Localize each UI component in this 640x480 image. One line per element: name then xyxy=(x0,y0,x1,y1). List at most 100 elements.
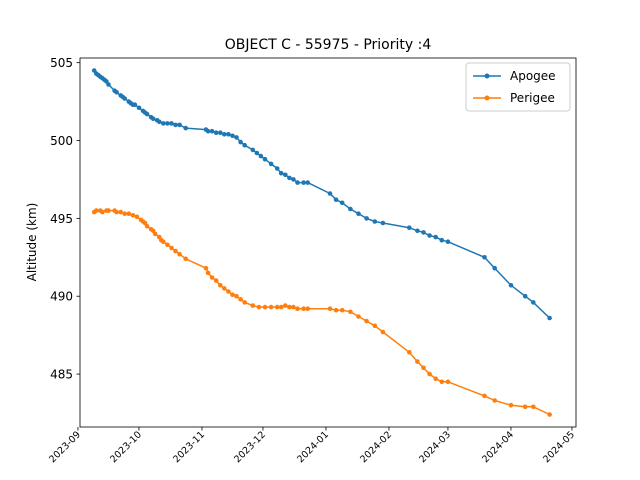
data-point-apogee xyxy=(173,122,178,128)
data-point-perigee xyxy=(348,309,353,315)
data-point-perigee xyxy=(218,283,223,288)
data-point-apogee xyxy=(209,128,215,134)
data-point-apogee xyxy=(205,128,211,134)
data-point-perigee xyxy=(295,306,300,312)
data-point-perigee xyxy=(380,329,386,335)
data-point-apogee xyxy=(183,125,188,131)
data-point-perigee xyxy=(173,248,178,254)
data-point-apogee xyxy=(157,119,162,125)
data-point-apogee xyxy=(161,121,166,126)
data-point-perigee xyxy=(305,306,311,312)
data-point-perigee xyxy=(134,214,140,220)
data-point-apogee xyxy=(230,133,235,139)
data-point-apogee xyxy=(222,132,227,137)
data-point-apogee xyxy=(150,116,156,121)
data-point-apogee xyxy=(136,105,142,111)
data-point-apogee xyxy=(415,228,420,234)
legend-box xyxy=(465,62,571,112)
data-point-perigee xyxy=(278,304,284,310)
data-point-apogee xyxy=(218,130,223,135)
data-point-perigee xyxy=(238,297,243,302)
data-point-apogee xyxy=(258,153,264,159)
data-point-apogee xyxy=(238,139,243,145)
data-point-perigee xyxy=(433,376,439,382)
chart-title: OBJECT C - 55975 - Priority :4 xyxy=(225,37,432,53)
data-point-apogee xyxy=(226,132,231,137)
data-point-perigee xyxy=(287,304,292,310)
data-point-perigee xyxy=(234,293,239,299)
data-point-apogee xyxy=(234,135,239,140)
data-point-perigee xyxy=(209,275,215,280)
data-point-apogee xyxy=(213,130,219,135)
data-point-perigee xyxy=(531,404,536,410)
data-point-perigee xyxy=(482,393,487,399)
data-point-apogee xyxy=(439,237,445,243)
data-point-apogee xyxy=(177,122,182,128)
data-point-perigee xyxy=(130,213,136,218)
data-point-apogee xyxy=(508,283,514,288)
data-point-perigee xyxy=(230,292,235,298)
data-point-apogee xyxy=(421,230,426,235)
data-point-perigee xyxy=(114,209,119,215)
data-point-apogee xyxy=(242,142,247,148)
data-point-perigee xyxy=(339,307,345,313)
data-point-apogee xyxy=(254,150,260,156)
data-point-perigee xyxy=(427,371,432,377)
data-point-perigee xyxy=(152,231,158,237)
data-point-perigee xyxy=(492,398,498,403)
data-point-apogee xyxy=(492,265,498,271)
data-point-apogee xyxy=(250,147,256,153)
data-point-perigee xyxy=(291,304,296,310)
data-point-perigee xyxy=(213,278,219,283)
data-point-apogee xyxy=(114,90,119,95)
data-point-apogee xyxy=(305,180,311,185)
data-point-apogee xyxy=(301,180,306,185)
data-point-perigee xyxy=(407,350,412,355)
data-point-apogee xyxy=(169,121,174,126)
data-point-perigee xyxy=(118,209,123,215)
data-point-apogee xyxy=(283,172,288,178)
data-point-perigee xyxy=(250,303,256,308)
data-point-perigee xyxy=(547,412,552,417)
data-point-apogee xyxy=(333,197,339,202)
data-point-apogee xyxy=(348,206,353,212)
data-point-perigee xyxy=(222,286,227,291)
data-point-apogee xyxy=(262,156,268,162)
data-point-perigee xyxy=(364,318,369,324)
data-point-apogee xyxy=(291,177,296,182)
data-point-apogee xyxy=(372,219,378,224)
data-point-perigee xyxy=(301,306,306,312)
data-point-perigee xyxy=(169,245,174,251)
data-point-apogee xyxy=(380,220,386,226)
data-point-apogee xyxy=(445,239,451,244)
data-point-perigee xyxy=(356,314,361,319)
data-point-perigee xyxy=(421,365,426,371)
data-point-perigee xyxy=(445,379,451,385)
data-point-apogee xyxy=(165,121,170,126)
data-point-apogee xyxy=(144,111,150,117)
y-tick-label: 505 xyxy=(50,56,73,70)
data-point-apogee xyxy=(427,233,432,238)
legend-perigee-label: Perigee xyxy=(510,91,555,105)
y-axis-label: Altitude (km) xyxy=(25,203,39,282)
data-point-perigee xyxy=(144,223,150,229)
y-tick-label: 485 xyxy=(50,368,73,382)
data-point-perigee xyxy=(283,303,288,308)
data-point-perigee xyxy=(372,323,378,329)
data-point-perigee xyxy=(256,304,262,310)
y-tick-label: 495 xyxy=(50,212,73,226)
data-point-apogee xyxy=(364,216,369,221)
legend-apogee-label: Apogee xyxy=(510,69,556,83)
data-point-perigee xyxy=(122,211,127,216)
data-point-apogee xyxy=(287,175,292,181)
data-point-apogee xyxy=(356,211,361,216)
data-point-perigee xyxy=(439,379,445,385)
data-point-perigee xyxy=(161,239,166,244)
data-point-perigee xyxy=(268,304,274,310)
data-point-apogee xyxy=(268,161,274,167)
data-point-perigee xyxy=(415,359,420,364)
data-point-apogee xyxy=(132,102,138,107)
data-point-apogee xyxy=(433,234,439,240)
data-point-perigee xyxy=(262,304,268,310)
data-point-perigee xyxy=(522,404,528,410)
